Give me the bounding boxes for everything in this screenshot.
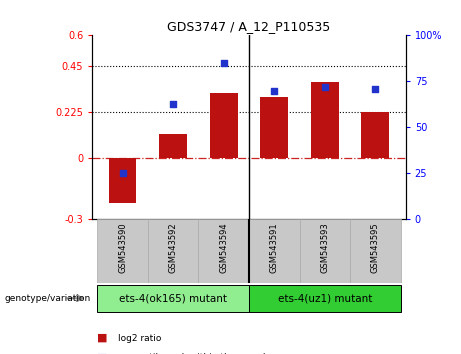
- FancyBboxPatch shape: [249, 219, 300, 283]
- Text: genotype/variation: genotype/variation: [5, 294, 91, 303]
- Point: [169, 101, 177, 106]
- FancyBboxPatch shape: [198, 219, 249, 283]
- FancyBboxPatch shape: [350, 219, 401, 283]
- Title: GDS3747 / A_12_P110535: GDS3747 / A_12_P110535: [167, 20, 331, 33]
- Bar: [361, 112, 389, 158]
- FancyBboxPatch shape: [300, 219, 350, 283]
- Point: [271, 88, 278, 93]
- Bar: [109, 158, 136, 203]
- Text: ■: ■: [97, 333, 107, 343]
- Text: GSM543595: GSM543595: [371, 223, 380, 273]
- FancyBboxPatch shape: [97, 219, 148, 283]
- Text: GSM543592: GSM543592: [169, 223, 177, 273]
- Point: [220, 60, 227, 66]
- Text: ets-4(ok165) mutant: ets-4(ok165) mutant: [119, 293, 227, 303]
- Text: ets-4(uz1) mutant: ets-4(uz1) mutant: [278, 293, 372, 303]
- Text: percentile rank within the sample: percentile rank within the sample: [118, 353, 271, 354]
- FancyBboxPatch shape: [249, 285, 401, 312]
- FancyBboxPatch shape: [97, 285, 249, 312]
- Bar: [210, 93, 237, 158]
- Text: GSM543594: GSM543594: [219, 223, 228, 273]
- Bar: [260, 97, 288, 158]
- Point: [372, 86, 379, 92]
- Bar: [159, 133, 187, 158]
- Text: GSM543590: GSM543590: [118, 223, 127, 273]
- Text: GSM543593: GSM543593: [320, 223, 329, 273]
- Bar: [311, 82, 339, 158]
- FancyBboxPatch shape: [148, 219, 198, 283]
- Text: ■: ■: [97, 353, 107, 354]
- Text: log2 ratio: log2 ratio: [118, 333, 161, 343]
- Text: GSM543591: GSM543591: [270, 223, 279, 273]
- Point: [119, 171, 126, 176]
- Point: [321, 84, 329, 90]
